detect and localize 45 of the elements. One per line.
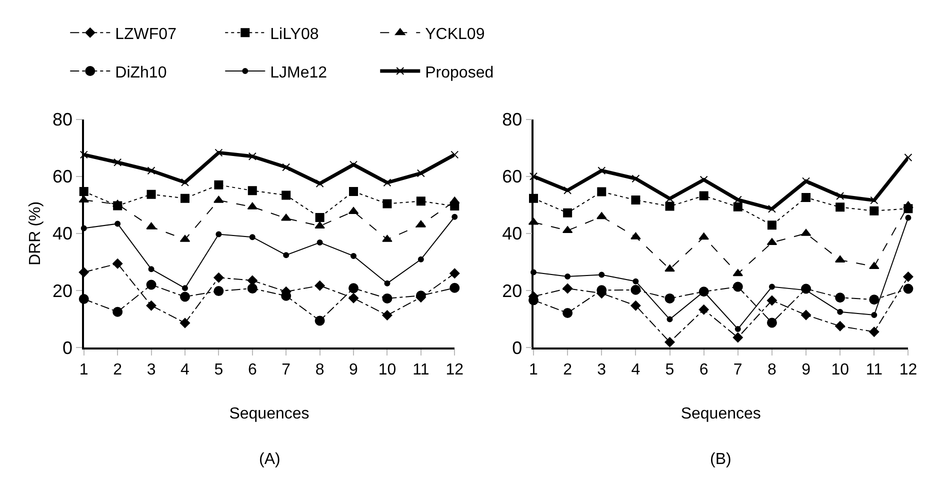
- y-tick-label: 60: [52, 166, 73, 187]
- legend-label: YCKL09: [425, 26, 485, 43]
- x-tick-label: 10: [831, 361, 850, 378]
- x-tick-label: 9: [349, 361, 358, 378]
- x-tick-label: 10: [378, 361, 396, 378]
- x-tick-label: 8: [768, 361, 777, 378]
- x-tick-label: 8: [315, 361, 324, 378]
- y-tick-label: 40: [502, 224, 522, 244]
- text: (A): [259, 451, 280, 468]
- x-tick-label: 3: [597, 361, 606, 378]
- x-tick-label: 2: [113, 361, 122, 378]
- x-tick-label: 11: [412, 361, 430, 378]
- x-tick-label: 1: [79, 361, 88, 378]
- x-tick-label: 12: [899, 361, 918, 378]
- y-tick-label: 40: [52, 224, 73, 244]
- x-tick-label: 4: [180, 361, 190, 378]
- y-tick-label: 80: [52, 110, 73, 130]
- legend-label: Proposed: [425, 64, 494, 82]
- y-tick-label: 0: [62, 338, 73, 358]
- x-tick-label: 12: [446, 361, 464, 378]
- x-tick-label: 7: [282, 361, 291, 378]
- legend-label: LiLY08: [270, 26, 319, 43]
- y-axis-title: DRR (%): [26, 201, 44, 266]
- text: (B): [710, 451, 732, 468]
- y-tick-label: 60: [502, 166, 522, 187]
- y-tick-label: 20: [52, 280, 73, 301]
- x-tick-label: 7: [733, 361, 742, 378]
- y-tick-label: 0: [512, 338, 522, 358]
- x-tick-label: 6: [699, 361, 708, 378]
- x-tick-label: 2: [563, 361, 572, 378]
- x-axis-title: Sequences: [680, 406, 761, 423]
- y-tick-label: 20: [502, 280, 522, 301]
- x-tick-label: 1: [529, 361, 538, 378]
- y-tick-label: 80: [502, 110, 522, 130]
- x-tick-label: 6: [248, 361, 257, 378]
- x-tick-label: 5: [665, 361, 674, 378]
- legend-label: DiZh10: [115, 64, 167, 82]
- x-tick-label: 4: [631, 361, 640, 378]
- x-tick-label: 5: [214, 361, 224, 378]
- legend-label: LJMe12: [270, 64, 328, 82]
- x-tick-label: 3: [146, 361, 156, 378]
- x-tick-label: 9: [802, 361, 811, 378]
- x-axis-title: Sequences: [229, 406, 310, 423]
- x-tick-label: 11: [866, 361, 883, 378]
- legend-label: LZWF07: [115, 26, 177, 43]
